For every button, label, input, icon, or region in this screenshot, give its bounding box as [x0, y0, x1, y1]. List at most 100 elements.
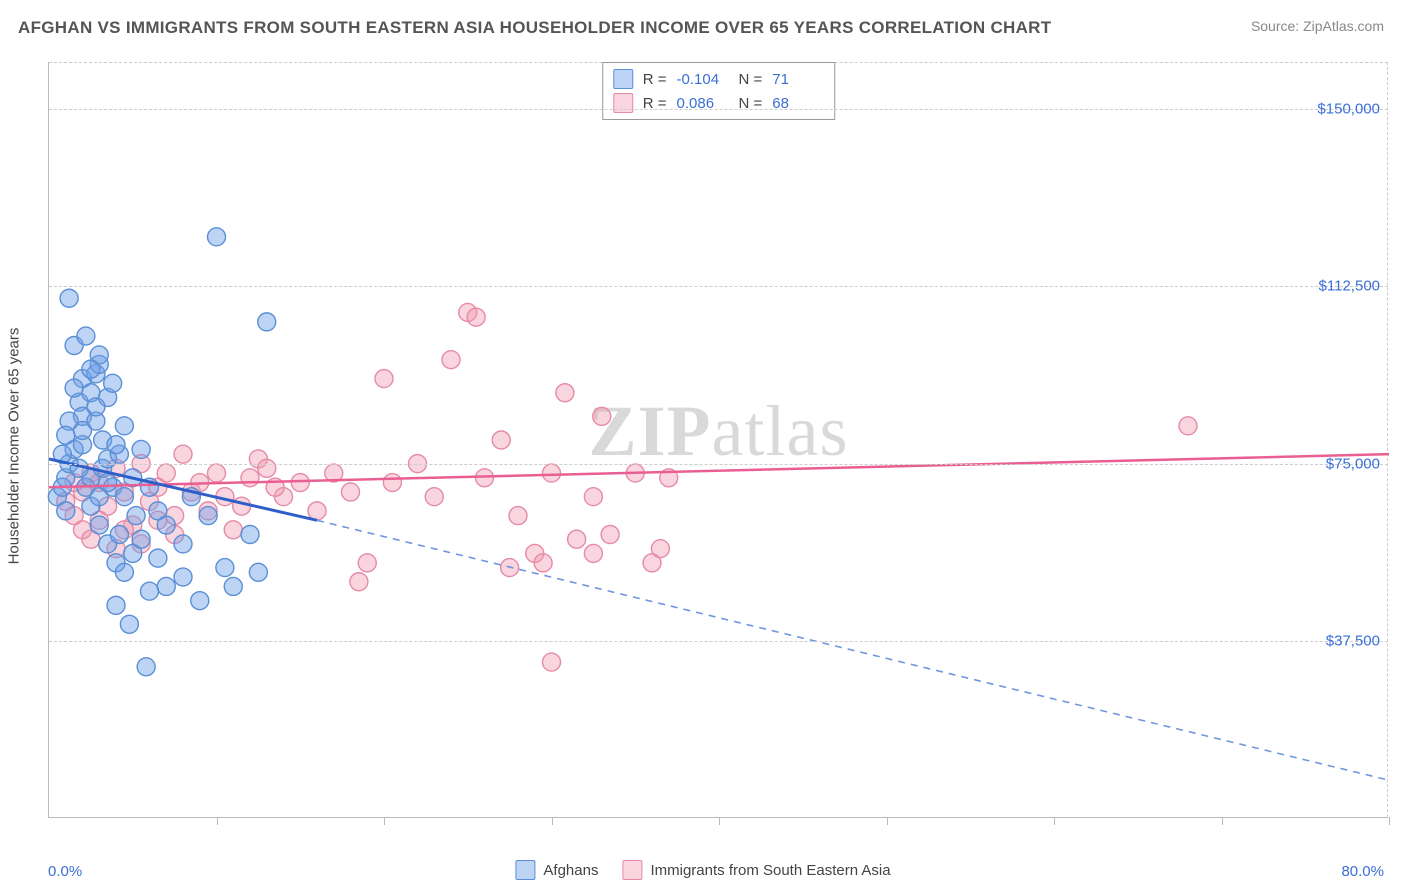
point-series-a — [216, 559, 234, 577]
stats-swatch-a — [613, 69, 633, 89]
point-series-b — [601, 526, 619, 544]
point-series-b — [651, 540, 669, 558]
point-series-a — [199, 507, 217, 525]
gridline-h — [49, 109, 1388, 110]
point-series-a — [241, 526, 259, 544]
stats-r-value-a: -0.104 — [677, 71, 729, 88]
stats-row-b: R = 0.086 N = 68 — [613, 91, 825, 115]
point-series-a — [149, 549, 167, 567]
point-series-b — [157, 464, 175, 482]
gridline-h — [49, 286, 1388, 287]
point-series-b — [1179, 417, 1197, 435]
point-series-b — [208, 464, 226, 482]
point-series-b — [358, 554, 376, 572]
x-tick — [1222, 817, 1223, 825]
bottom-legend: Afghans Immigrants from South Eastern As… — [515, 860, 890, 880]
point-series-a — [107, 436, 125, 454]
x-tick — [1054, 817, 1055, 825]
point-series-a — [157, 577, 175, 595]
point-series-a — [65, 379, 83, 397]
point-series-a — [174, 535, 192, 553]
point-series-a — [132, 530, 150, 548]
point-series-b — [543, 464, 561, 482]
stats-n-label-a: N = — [739, 71, 763, 88]
point-series-a — [132, 440, 150, 458]
point-series-b — [492, 431, 510, 449]
point-series-a — [115, 488, 133, 506]
point-series-b — [291, 474, 309, 492]
point-series-b — [467, 308, 485, 326]
chart-source: Source: ZipAtlas.com — [1251, 18, 1384, 34]
point-series-a — [120, 615, 138, 633]
point-series-a — [208, 228, 226, 246]
point-series-a — [57, 426, 75, 444]
point-series-a — [157, 516, 175, 534]
point-series-b — [241, 469, 259, 487]
stats-n-value-a: 71 — [772, 71, 824, 88]
point-series-a — [110, 526, 128, 544]
point-series-b — [534, 554, 552, 572]
point-series-a — [174, 568, 192, 586]
point-series-b — [593, 407, 611, 425]
trend-line-a-dash — [317, 520, 1389, 780]
point-series-a — [258, 313, 276, 331]
gridline-h — [49, 641, 1388, 642]
point-series-b — [375, 370, 393, 388]
point-series-b — [350, 573, 368, 591]
point-series-a — [82, 360, 100, 378]
y-axis-label: Householder Income Over 65 years — [6, 328, 23, 565]
legend-item-b: Immigrants from South Eastern Asia — [622, 860, 890, 880]
x-tick — [384, 817, 385, 825]
legend-item-a: Afghans — [515, 860, 598, 880]
chart-container: AFGHAN VS IMMIGRANTS FROM SOUTH EASTERN … — [0, 0, 1406, 892]
x-tick — [1389, 817, 1390, 825]
legend-label-a: Afghans — [543, 862, 598, 879]
plot-area: ZIPatlas R = -0.104 N = 71 R = 0.086 N =… — [48, 62, 1388, 818]
y-grid-label: $75,000 — [1326, 455, 1380, 472]
point-series-b — [425, 488, 443, 506]
x-axis-max-label: 80.0% — [1341, 863, 1384, 880]
point-series-b — [556, 384, 574, 402]
point-series-b — [224, 521, 242, 539]
x-tick — [719, 817, 720, 825]
point-series-a — [57, 502, 75, 520]
point-series-b — [308, 502, 326, 520]
point-series-a — [137, 658, 155, 676]
point-series-a — [127, 507, 145, 525]
stats-legend: R = -0.104 N = 71 R = 0.086 N = 68 — [602, 62, 836, 120]
point-series-a — [115, 563, 133, 581]
point-series-b — [342, 483, 360, 501]
point-series-a — [115, 417, 133, 435]
point-series-a — [99, 474, 117, 492]
point-series-a — [60, 289, 78, 307]
stats-row-a: R = -0.104 N = 71 — [613, 67, 825, 91]
point-series-b — [258, 459, 276, 477]
legend-swatch-a — [515, 860, 535, 880]
y-grid-label: $112,500 — [1319, 278, 1380, 295]
gridline-h — [49, 464, 1388, 465]
point-series-a — [107, 596, 125, 614]
legend-label-b: Immigrants from South Eastern Asia — [650, 862, 890, 879]
point-series-b — [568, 530, 586, 548]
y-grid-label: $37,500 — [1326, 632, 1380, 649]
stats-r-label-a: R = — [643, 71, 667, 88]
point-series-b — [509, 507, 527, 525]
x-tick — [887, 817, 888, 825]
point-series-b — [174, 445, 192, 463]
point-series-a — [104, 374, 122, 392]
point-series-b — [584, 488, 602, 506]
x-tick — [552, 817, 553, 825]
point-series-a — [77, 327, 95, 345]
x-tick — [217, 817, 218, 825]
point-series-b — [543, 653, 561, 671]
point-series-a — [87, 398, 105, 416]
point-series-a — [90, 516, 108, 534]
point-series-a — [141, 582, 159, 600]
y-grid-label: $150,000 — [1317, 101, 1380, 118]
legend-swatch-b — [622, 860, 642, 880]
point-series-a — [191, 592, 209, 610]
point-series-b — [584, 544, 602, 562]
point-series-b — [442, 351, 460, 369]
point-series-a — [249, 563, 267, 581]
point-series-b — [383, 474, 401, 492]
